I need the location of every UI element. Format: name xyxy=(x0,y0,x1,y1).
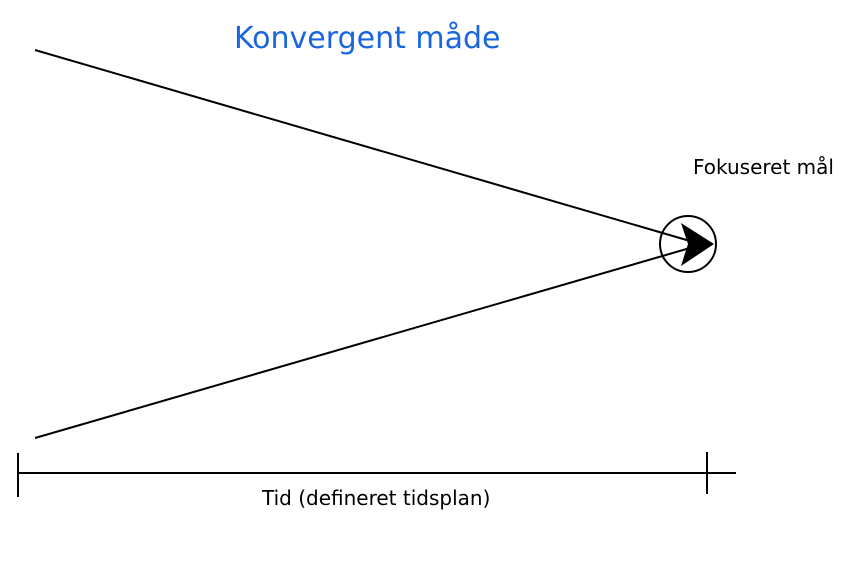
arrowhead-icon xyxy=(681,223,714,266)
diagram-title: Konvergent måde xyxy=(234,21,501,56)
timeline-label: Tid (defineret tidsplan) xyxy=(262,486,491,510)
upper-converging-line xyxy=(34,49,691,242)
focused-goal-label: Fokuseret mål xyxy=(693,155,834,179)
lower-converging-line xyxy=(34,247,691,439)
goal-circle-icon xyxy=(659,215,717,273)
